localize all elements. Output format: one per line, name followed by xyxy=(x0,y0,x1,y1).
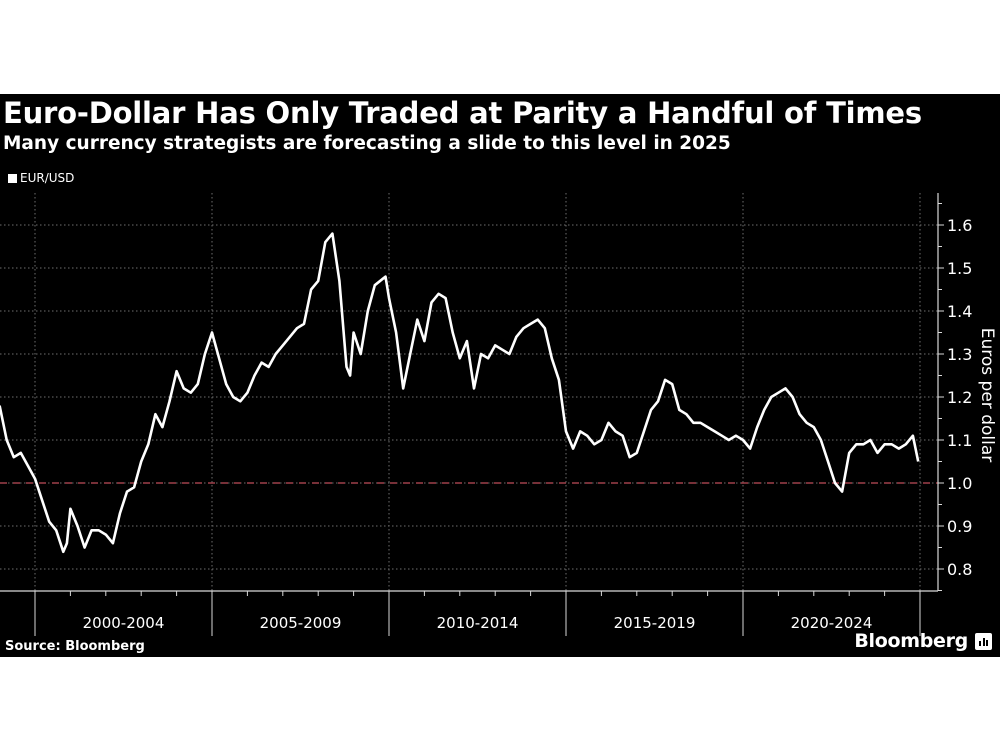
bloomberg-logo: Bloomberg xyxy=(854,630,992,652)
svg-text:2010-2014: 2010-2014 xyxy=(437,614,519,632)
source-note: Source: Bloomberg xyxy=(5,639,145,654)
svg-text:1.0: 1.0 xyxy=(947,474,972,493)
svg-text:1.4: 1.4 xyxy=(947,302,972,321)
svg-text:2020-2024: 2020-2024 xyxy=(791,614,873,632)
gridlines xyxy=(0,193,938,591)
y-axis-title: Euros per dollar xyxy=(977,328,997,462)
svg-text:2005-2009: 2005-2009 xyxy=(260,614,342,632)
legend-swatch xyxy=(8,173,17,183)
svg-text:2015-2019: 2015-2019 xyxy=(614,614,696,632)
legend: EUR/USD xyxy=(8,171,74,185)
svg-text:1.2: 1.2 xyxy=(947,388,972,407)
chart-panel: Euro-Dollar Has Only Traded at Parity a … xyxy=(0,94,1000,657)
svg-text:1.3: 1.3 xyxy=(947,345,972,364)
svg-text:2000-2004: 2000-2004 xyxy=(83,614,165,632)
chart-title: Euro-Dollar Has Only Traded at Parity a … xyxy=(3,96,922,130)
svg-text:1.5: 1.5 xyxy=(947,259,972,278)
x-axis-labels: 2000-2004 2005-2009 2010-2014 2015-2019 2020… xyxy=(83,614,873,632)
line-chart: 1.61.51.41.31.21.11.00.90.8 2000-2004 200… xyxy=(0,193,997,636)
eur-usd-line xyxy=(0,232,920,554)
axes xyxy=(0,193,944,636)
svg-text:0.9: 0.9 xyxy=(947,517,972,536)
svg-text:1.6: 1.6 xyxy=(947,216,972,235)
chart-subtitle: Many currency strategists are forecastin… xyxy=(3,133,731,154)
svg-text:0.8: 0.8 xyxy=(947,560,972,579)
y-axis-labels: 1.6 1.5 1.4 1.3 1.2 1.1 1.0 0.9 0.8 xyxy=(947,216,972,579)
brand-name: Bloomberg xyxy=(854,630,968,652)
legend-label: EUR/USD xyxy=(20,171,75,185)
bar-chart-icon xyxy=(975,632,992,650)
svg-text:1.1: 1.1 xyxy=(947,431,972,450)
